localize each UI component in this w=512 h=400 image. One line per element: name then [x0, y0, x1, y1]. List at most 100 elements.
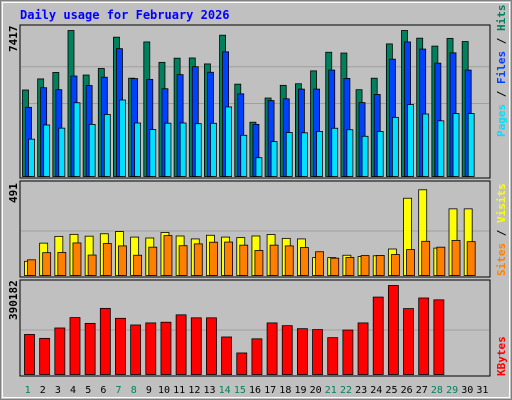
sites-bar — [436, 246, 446, 276]
sites-bar — [360, 255, 370, 276]
chart-title: Daily usage for February 2026 — [20, 8, 230, 22]
sites-bar — [42, 252, 52, 276]
sites-bar — [315, 251, 324, 276]
sites-bar — [27, 259, 36, 276]
sites-bar — [133, 254, 143, 276]
sites-bar — [254, 250, 264, 276]
sites-bar — [300, 247, 309, 276]
kbytes-bar — [69, 317, 81, 375]
pages-bar — [58, 127, 66, 177]
legend-top: Pages / Files / Hits — [495, 5, 508, 138]
legend-kbytes: KBytes — [495, 336, 508, 376]
x-tick-label: 16 — [249, 385, 261, 396]
x-tick-label: 11 — [173, 385, 185, 396]
pages-bar — [240, 134, 248, 177]
legend-files: Files — [495, 51, 508, 84]
kbytes-bar — [403, 308, 414, 375]
sites-bar — [406, 249, 415, 276]
pages-bar — [376, 131, 384, 177]
kbytes-bar — [418, 297, 430, 375]
x-tick-label: 5 — [85, 385, 91, 396]
kbytes-bar — [281, 325, 293, 375]
pages-bar — [437, 120, 445, 177]
x-tick-label: 29 — [446, 385, 458, 396]
kbytes-bar — [99, 307, 111, 375]
sites-bar — [178, 245, 188, 276]
legend-bottom: KBytes — [495, 336, 508, 376]
kbytes-bar — [24, 334, 35, 375]
kbytes-bar — [372, 296, 384, 375]
legend-sites: Sites — [495, 243, 508, 276]
kbytes-bar — [206, 317, 217, 375]
pages-bar — [391, 116, 399, 177]
pages-bar — [134, 122, 142, 177]
kbytes-bar — [221, 336, 232, 375]
sites-bar — [466, 241, 476, 276]
pages-bar — [407, 104, 414, 177]
pages-bar — [285, 132, 293, 177]
x-tick-label: 19 — [294, 385, 306, 396]
pages-bar — [301, 132, 308, 177]
x-tick-label: 18 — [279, 385, 291, 396]
legend-pages: Pages — [495, 104, 508, 137]
x-tick-label: 30 — [461, 385, 473, 396]
x-tick-label: 12 — [188, 385, 200, 396]
x-tick-label: 13 — [203, 385, 215, 396]
pages-bar — [103, 114, 111, 177]
sites-bar — [224, 241, 233, 276]
sites-bar — [239, 244, 249, 276]
pages-bar — [194, 123, 202, 177]
kbytes-bar — [175, 314, 187, 375]
pages-bar — [452, 113, 460, 177]
visits-max-label: 491 — [7, 183, 20, 203]
pages-bar — [179, 122, 187, 177]
sites-bar — [330, 257, 340, 276]
x-axis-labels: 1 2 3 4 5 6 7 8 9 10 11 12 13 14 15 16 17 18 19 20 21 22 23 24 2… — [25, 385, 489, 396]
sites-bar — [209, 241, 218, 276]
kbytes-bar — [236, 352, 248, 375]
x-tick-label: 8 — [131, 385, 137, 396]
x-tick-label: 26 — [401, 385, 413, 396]
sites-bar — [87, 254, 97, 276]
pages-bar — [119, 99, 126, 177]
sites-bar — [57, 252, 67, 276]
sites-bar — [451, 239, 461, 276]
x-tick-label: 20 — [310, 385, 322, 396]
sites-bar — [390, 254, 400, 276]
x-tick-label: 7 — [116, 385, 122, 396]
pages-bar — [210, 122, 217, 177]
x-tick-label: 2 — [40, 385, 46, 396]
pages-bar — [255, 157, 263, 177]
sites-bar — [345, 257, 355, 276]
pages-bar — [164, 122, 172, 177]
pages-bar — [331, 127, 339, 177]
sites-bar — [163, 235, 173, 276]
pages-bar — [88, 123, 96, 177]
kbytes-bar — [312, 329, 323, 375]
sites-bar — [421, 240, 431, 276]
bars — [22, 30, 476, 375]
x-tick-label: 4 — [70, 385, 76, 396]
pages-bar — [73, 102, 81, 177]
x-tick-label: 3 — [55, 385, 61, 396]
kbytes-bar — [130, 324, 142, 375]
x-tick-label: 25 — [385, 385, 397, 396]
x-tick-label: 23 — [355, 385, 367, 396]
hits-max-label: 7417 — [7, 26, 20, 53]
sites-bar — [102, 243, 112, 276]
kbytes-bar — [160, 321, 172, 375]
kbytes-bar — [190, 317, 202, 375]
pages-bar — [270, 141, 278, 177]
sites-bar — [284, 245, 294, 276]
kbytes-bar — [251, 338, 263, 375]
x-tick-label: 24 — [370, 385, 382, 396]
kbytes-bar — [433, 299, 445, 375]
pages-bar — [316, 131, 323, 177]
x-tick-label: 31 — [476, 385, 488, 396]
kbytes-bar — [387, 285, 399, 375]
pages-bar — [346, 129, 354, 177]
kbytes-bar — [342, 329, 354, 375]
legend-middle: Sites / Visits — [495, 183, 508, 276]
